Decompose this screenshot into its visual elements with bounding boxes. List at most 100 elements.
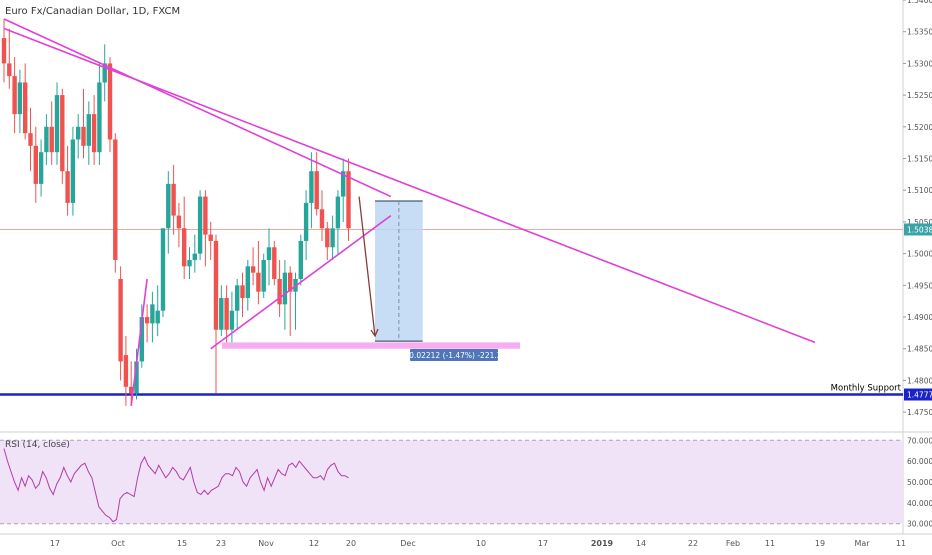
time-tick-label: 14 <box>636 539 646 548</box>
candle-body <box>229 310 235 330</box>
candle-body <box>102 63 107 83</box>
candle-body <box>129 386 134 394</box>
time-axis: 17 Oct 15 23 Nov 12 20 Dec 10 17 2019 14 22 Feb 11 19 Ma… <box>50 539 906 548</box>
time-tick-label: Oct <box>111 539 125 548</box>
candle-body <box>245 266 250 299</box>
candle-body <box>49 126 54 153</box>
candle <box>33 126 38 203</box>
candle-body <box>197 196 203 254</box>
candle-body <box>44 126 49 153</box>
candle <box>346 158 351 241</box>
candle-body <box>314 171 319 210</box>
candle-body <box>298 240 303 279</box>
candle <box>12 57 17 134</box>
candle-body <box>150 304 155 324</box>
resistance-line-short <box>3 18 392 198</box>
price-tick-label: 1.48000 <box>907 376 932 385</box>
candle <box>102 44 107 102</box>
candle <box>118 266 123 381</box>
rsi-band <box>0 440 903 524</box>
candle <box>171 164 176 235</box>
candle-body <box>235 285 240 311</box>
candle <box>250 247 256 286</box>
time-tick-label: 11 <box>896 539 906 548</box>
price-tick-label: 1.53000 <box>907 59 932 68</box>
candle-body <box>33 145 38 184</box>
candle-body <box>309 171 314 203</box>
candle-body <box>250 266 256 273</box>
price-tick-label: 1.49000 <box>907 313 932 322</box>
candle-body <box>97 82 102 153</box>
candle-body <box>182 228 187 267</box>
candle <box>123 336 129 406</box>
candle-body <box>272 247 277 279</box>
candle <box>203 190 208 267</box>
candle <box>97 63 102 165</box>
candle-body <box>277 278 282 305</box>
time-tick-label: 22 <box>688 539 698 548</box>
projection-arrowhead <box>370 328 379 338</box>
measure-label: -0.02212 (-1.47%) -221.2 <box>406 351 501 360</box>
candle <box>81 88 86 159</box>
candle-body <box>346 171 351 229</box>
measure-label-bg <box>410 349 498 361</box>
candle <box>23 63 28 140</box>
candle <box>65 145 70 216</box>
candle-body <box>266 247 272 260</box>
candle-body <box>303 202 309 241</box>
time-tick-label: 17 <box>50 539 60 548</box>
candle-body <box>12 76 17 115</box>
candle <box>325 221 330 260</box>
chart-title: Euro Fx/Canadian Dollar, 1D, FXCM <box>5 6 181 17</box>
candle-body <box>7 63 12 77</box>
candle-body <box>118 278 123 362</box>
time-tick-label: Nov <box>258 539 274 548</box>
candle-body <box>113 139 118 260</box>
candle-body <box>38 152 44 184</box>
rsi-tick-label: 70.0000 <box>907 436 932 445</box>
price-tick-label: 1.54000 <box>907 0 932 5</box>
candle <box>330 215 335 260</box>
candle-body <box>325 228 330 248</box>
candle <box>28 107 33 172</box>
candle-body <box>134 361 139 394</box>
candle <box>240 272 245 318</box>
rsi-title: RSI (14, close) <box>5 440 70 450</box>
last-price-badge <box>904 223 932 236</box>
monthly-support-label: Monthly Support <box>831 384 902 394</box>
candle <box>298 234 303 286</box>
candle <box>107 57 113 153</box>
time-tick-label: Mar <box>854 539 870 548</box>
candle <box>150 291 155 343</box>
candle-body <box>261 259 266 292</box>
candle-body <box>91 114 97 153</box>
rsi-line <box>3 448 349 523</box>
time-tick-label: 20 <box>346 539 356 548</box>
candle <box>49 101 54 165</box>
candle <box>277 259 282 318</box>
candle <box>341 158 346 222</box>
time-tick-label: Feb <box>726 539 740 548</box>
candle <box>335 190 341 254</box>
candle-body <box>213 240 219 330</box>
candle-body <box>86 114 91 146</box>
candle <box>70 126 76 216</box>
candle <box>213 234 219 394</box>
candle <box>187 247 192 279</box>
rsi-tick-label: 30.0000 <box>907 520 932 529</box>
resistance-line-long <box>3 27 816 344</box>
price-tick-label: 1.53500 <box>907 28 932 37</box>
candle-body <box>107 63 113 140</box>
candle <box>166 171 171 254</box>
candle-body <box>81 126 86 146</box>
candle <box>261 253 266 299</box>
support-zone <box>222 342 520 349</box>
candle-body <box>335 196 341 229</box>
candle <box>144 304 150 343</box>
candle <box>288 266 293 337</box>
candle <box>245 259 250 311</box>
rsi-tick-label: 40.0000 <box>907 499 932 508</box>
candle-body <box>208 234 213 241</box>
